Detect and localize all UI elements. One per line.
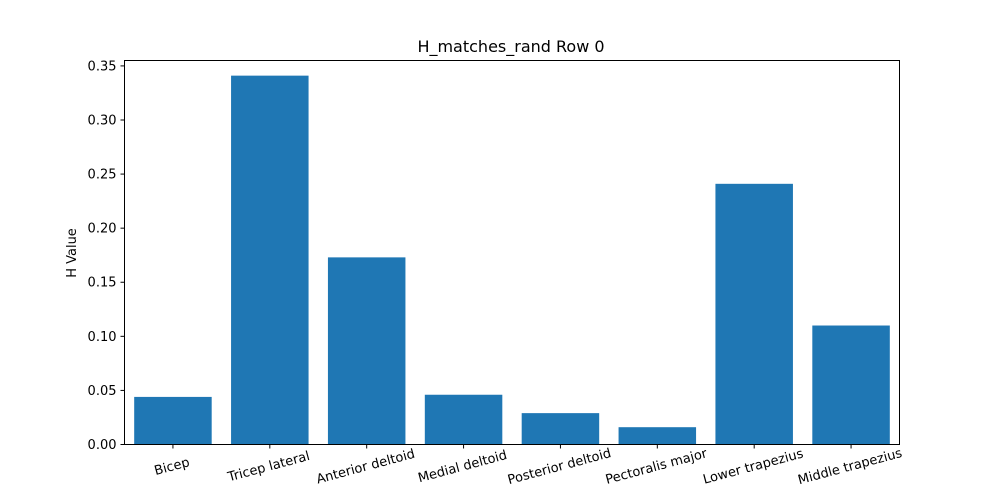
bar-posterior-deltoid xyxy=(521,413,600,445)
x-tick-label: Anterior deltoid xyxy=(315,447,417,488)
y-tick-label: 0.05 xyxy=(88,384,117,399)
x-axis-ticks: Bicep Tricep lateral Anterior deltoid Media… xyxy=(153,444,904,488)
x-tick-label: Pectoralis major xyxy=(604,446,710,488)
y-tick-label: 0.10 xyxy=(88,330,117,345)
bar-tricep-lateral xyxy=(231,75,309,445)
y-axis-label: H Value xyxy=(65,228,80,278)
x-tick-label: Bicep xyxy=(153,455,192,479)
bar-anterior-deltoid xyxy=(327,257,406,445)
x-tick-label: Posterior deltoid xyxy=(506,446,613,488)
y-tick-label: 0.00 xyxy=(88,438,117,453)
y-axis-ticks: 0.00 0.05 0.10 0.15 0.20 0.25 0.30 0.35 xyxy=(88,59,125,453)
plot-frame xyxy=(124,60,900,445)
y-tick-label: 0.35 xyxy=(88,59,117,74)
x-tick-label: Middle trapezius xyxy=(796,446,904,488)
bar-medial-deltoid xyxy=(424,394,503,445)
y-tick-label: 0.20 xyxy=(88,222,117,237)
chart-title: H_matches_rand Row 0 xyxy=(417,37,604,57)
x-tick-label: Lower trapezius xyxy=(702,446,806,487)
bar-pectoralis-major xyxy=(618,427,697,445)
bars-group xyxy=(134,75,890,445)
y-tick-label: 0.30 xyxy=(88,113,117,128)
x-tick-label: Tricep lateral xyxy=(225,449,311,486)
bar-bicep xyxy=(134,396,212,445)
x-tick-label: Medial deltoid xyxy=(416,448,508,486)
y-tick-label: 0.25 xyxy=(88,168,117,183)
bar-middle-trapezius xyxy=(812,325,890,445)
y-tick-label: 0.15 xyxy=(88,276,117,291)
bar-lower-trapezius xyxy=(715,183,793,445)
